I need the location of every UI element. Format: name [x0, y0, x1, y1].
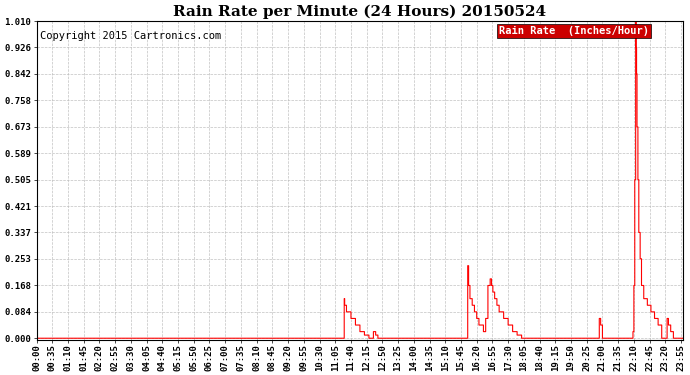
Title: Rain Rate per Minute (24 Hours) 20150524: Rain Rate per Minute (24 Hours) 20150524 [173, 4, 546, 18]
Text: Copyright 2015 Cartronics.com: Copyright 2015 Cartronics.com [40, 31, 221, 40]
Text: Rain Rate  (Inches/Hour): Rain Rate (Inches/Hour) [499, 26, 649, 36]
